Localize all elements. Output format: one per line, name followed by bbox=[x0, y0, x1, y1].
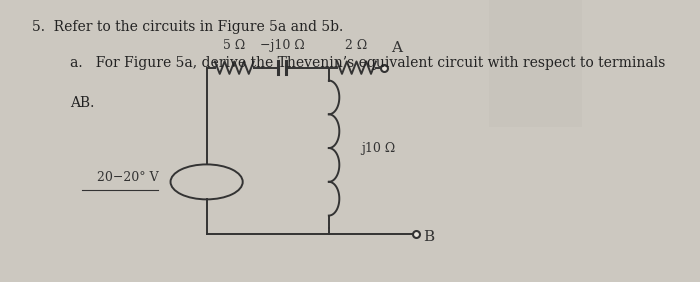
Text: j10 Ω: j10 Ω bbox=[361, 142, 395, 155]
Text: A: A bbox=[391, 41, 402, 55]
Text: 5.  Refer to the circuits in Figure 5a and 5b.: 5. Refer to the circuits in Figure 5a an… bbox=[32, 20, 343, 34]
Text: B: B bbox=[423, 230, 434, 244]
Text: a.   For Figure 5a, derive the Thevenin’s equivalent circuit with respect to ter: a. For Figure 5a, derive the Thevenin’s … bbox=[70, 56, 665, 70]
FancyBboxPatch shape bbox=[489, 0, 582, 127]
Text: 20−20° V: 20−20° V bbox=[97, 171, 159, 184]
Text: −j10 Ω: −j10 Ω bbox=[260, 39, 304, 52]
Text: 5 Ω: 5 Ω bbox=[223, 39, 246, 52]
Text: 2 Ω: 2 Ω bbox=[345, 39, 368, 52]
Text: AB.: AB. bbox=[70, 96, 94, 110]
